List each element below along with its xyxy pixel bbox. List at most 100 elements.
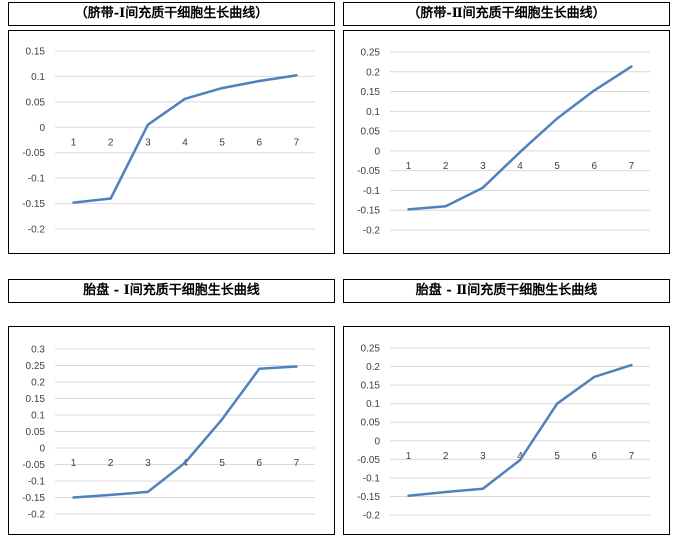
y-tick-label: 0.25	[361, 48, 381, 59]
x-tick-label: 4	[517, 451, 523, 462]
y-tick-label: -0.05	[22, 148, 45, 159]
data-point	[146, 123, 150, 126]
data-point	[183, 461, 187, 465]
y-tick-label: 0.05	[361, 418, 381, 429]
y-tick-label: -0.05	[357, 455, 380, 466]
data-point	[72, 496, 75, 499]
x-tick-label: 2	[443, 451, 449, 462]
x-tick-label: 2	[443, 161, 449, 172]
y-tick-label: 0.1	[366, 399, 380, 410]
chart-2-title: （脐带-Ⅱ间充质干细胞生长曲线）	[343, 2, 670, 26]
y-tick-label: 0.15	[361, 381, 381, 392]
data-point	[407, 208, 410, 211]
y-tick-label: -0.15	[357, 206, 380, 217]
chart-3-title: 胎盘 - Ⅰ间充质干细胞生长曲线	[8, 279, 335, 303]
x-tick-label: 5	[554, 451, 560, 462]
chart-3-plot-area: 0.3 0.25 0.2 0.15 0.1 0.05 0 -0.05 -0.1 -0.15 -0.2…	[8, 326, 335, 535]
x-tick-label: 1	[71, 458, 77, 469]
y-tick-label: 0.05	[26, 97, 46, 108]
y-tick-label: 0.1	[31, 411, 45, 422]
y-tick-label: -0.1	[363, 473, 381, 484]
chart-2-plot-area: 0.25 0.2 0.15 0.1 0.05 0 -0.05 -0.1 -0.15 -0.2 1 2 3…	[343, 30, 670, 254]
data-point	[183, 97, 187, 101]
chart-4-plot-area: 0.25 0.2 0.15 0.1 0.05 0 -0.05 -0.1 -0.15 -0.2 1 2 3…	[343, 326, 670, 535]
y-tick-label: -0.2	[28, 510, 46, 521]
data-point	[146, 490, 150, 494]
y-tick-label: 0	[39, 444, 45, 455]
data-point	[72, 201, 75, 204]
data-point	[444, 205, 447, 208]
y-tick-label: 0.15	[361, 87, 381, 98]
data-point	[109, 493, 112, 497]
data-point	[593, 89, 596, 92]
y-tick-label: 0.2	[366, 67, 380, 78]
data-point	[444, 490, 447, 494]
data-point	[481, 487, 485, 490]
y-tick-label: 0.15	[26, 394, 46, 405]
y-tick-label: -0.1	[363, 186, 381, 197]
x-tick-label: 7	[294, 137, 300, 148]
y-tick-label: 0.25	[26, 361, 46, 372]
data-point	[518, 150, 522, 154]
y-tick-label: 0.3	[31, 345, 45, 356]
chart-1-plot-area: 0.15 0.1 0.05 0 -0.05 -0.1 -0.15 -0.2 1 2 3 4 5 6 7	[8, 30, 335, 254]
chart-2-svg: 0.25 0.2 0.15 0.1 0.05 0 -0.05 -0.1 -0.15 -0.2 1 2 3…	[357, 48, 650, 237]
data-point	[295, 74, 298, 77]
x-tick-label: 5	[554, 161, 560, 172]
y-tick-label: 0.1	[366, 107, 380, 118]
y-tick-label: -0.05	[357, 166, 380, 177]
y-tick-label: -0.05	[22, 460, 45, 471]
x-tick-label: 5	[219, 137, 225, 148]
y-tick-label: 0.2	[31, 378, 45, 389]
data-point	[518, 458, 522, 462]
data-point	[555, 117, 559, 120]
chart-1-svg: 0.15 0.1 0.05 0 -0.05 -0.1 -0.15 -0.2 1 2 3 4 5 6 7	[22, 47, 315, 236]
y-tick-label: -0.2	[363, 511, 381, 522]
x-tick-label: 6	[592, 451, 598, 462]
data-point	[258, 79, 261, 83]
data-point	[258, 367, 261, 370]
x-tick-label: 5	[219, 458, 225, 469]
data-point	[407, 494, 410, 497]
y-tick-label: 0.25	[361, 344, 381, 355]
data-point	[481, 186, 485, 189]
series-line	[407, 65, 633, 211]
y-tick-label: 0.2	[366, 362, 380, 373]
data-point	[555, 402, 559, 405]
data-point	[630, 65, 633, 68]
data-point	[220, 86, 224, 90]
x-tick-label: 1	[406, 161, 412, 172]
data-point	[109, 197, 112, 200]
data-point	[630, 363, 633, 367]
x-tick-label: 6	[592, 161, 598, 172]
x-tick-label: 3	[145, 137, 151, 148]
y-tick-label: -0.1	[28, 174, 46, 185]
chart-4-svg: 0.25 0.2 0.15 0.1 0.05 0 -0.05 -0.1 -0.15 -0.2 1 2 3…	[357, 344, 650, 522]
y-tick-label: 0.05	[26, 427, 46, 438]
y-tick-label: 0.15	[26, 47, 46, 58]
x-tick-label: 1	[71, 137, 77, 148]
y-tick-label: 0.05	[361, 127, 381, 138]
y-tick-label: -0.15	[22, 493, 45, 504]
x-tick-label: 6	[257, 137, 263, 148]
y-tick-label: 0	[374, 436, 380, 447]
x-tick-label: 7	[294, 458, 300, 469]
x-tick-label: 2	[108, 458, 114, 469]
x-tick-label: 7	[629, 451, 635, 462]
x-tick-label: 3	[480, 451, 486, 462]
data-point	[295, 365, 298, 368]
x-tick-label: 7	[629, 161, 635, 172]
data-point	[593, 375, 596, 379]
x-tick-label: 3	[145, 458, 151, 469]
x-tick-label: 4	[517, 161, 523, 172]
y-tick-label: 0	[39, 123, 45, 134]
chart-4-title: 胎盘 - Ⅱ间充质干细胞生长曲线	[343, 279, 670, 303]
data-point	[220, 418, 224, 421]
chart-3-svg: 0.3 0.25 0.2 0.15 0.1 0.05 0 -0.05 -0.1 -0.15 -0.2…	[22, 345, 315, 521]
y-tick-label: -0.15	[22, 199, 45, 210]
x-tick-label: 4	[182, 137, 188, 148]
chart-1-title: （脐带-Ⅰ间充质干细胞生长曲线）	[8, 2, 335, 26]
y-tick-label: -0.15	[357, 492, 380, 503]
x-tick-label: 2	[108, 137, 114, 148]
y-tick-label: 0	[374, 146, 380, 157]
